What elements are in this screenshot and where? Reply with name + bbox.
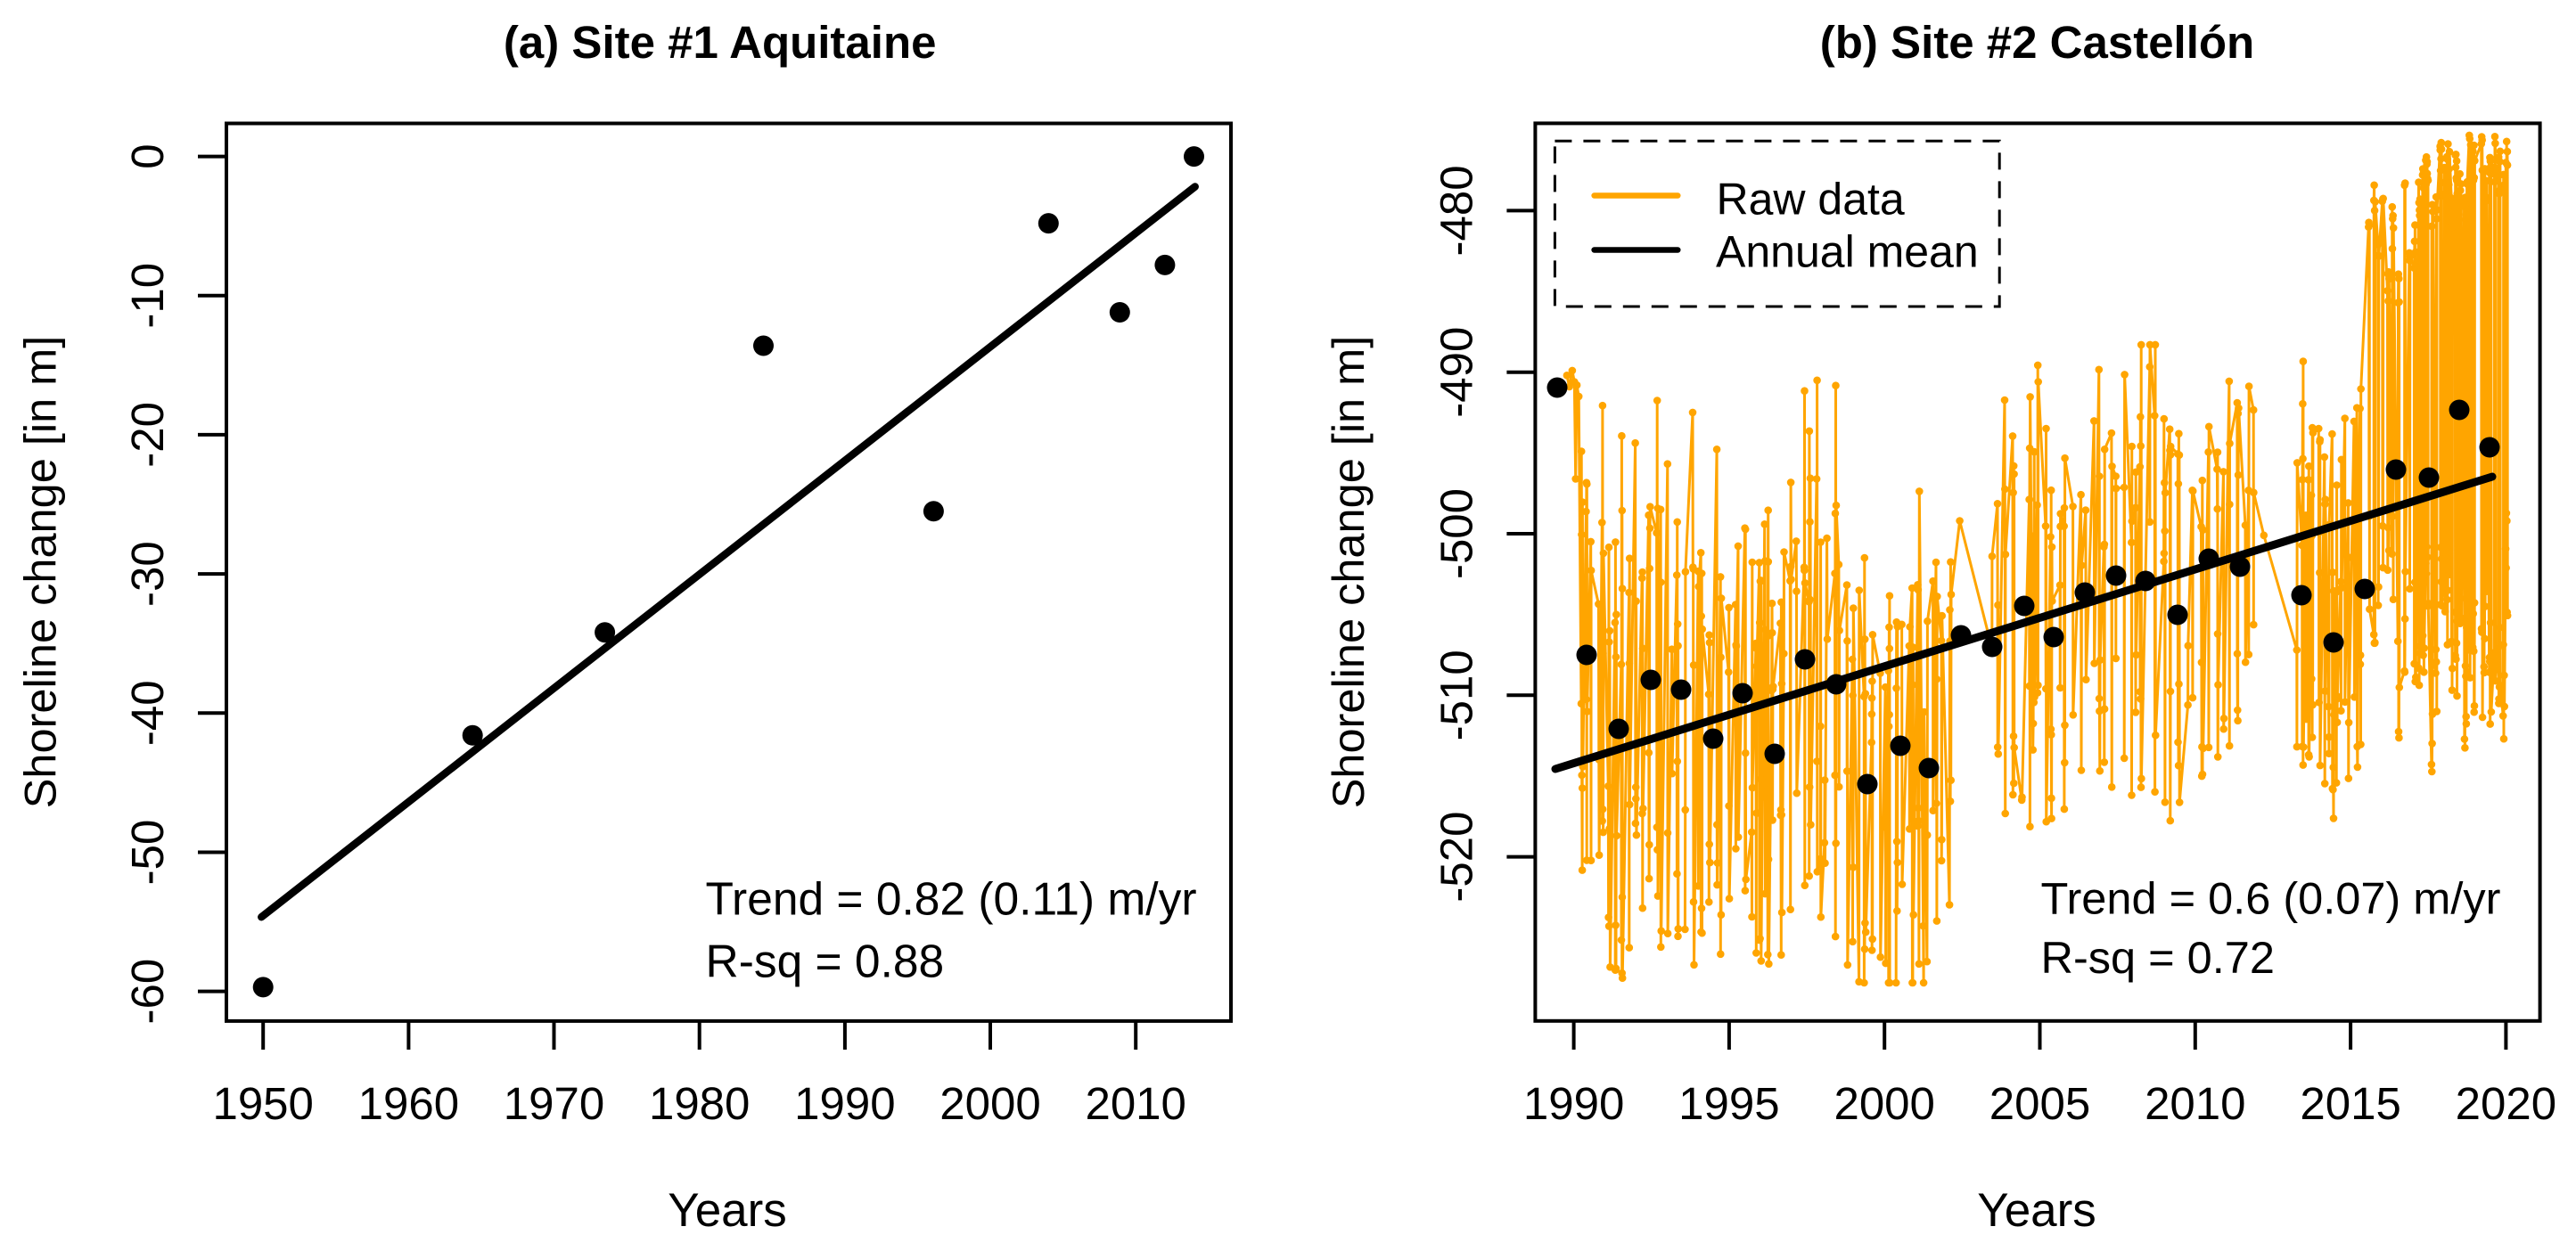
svg-text:1950: 1950 — [212, 1078, 313, 1129]
svg-text:-50: -50 — [122, 820, 173, 886]
svg-text:2000: 2000 — [1834, 1078, 1934, 1129]
svg-text:1990: 1990 — [794, 1078, 895, 1129]
svg-text:-490: -490 — [1431, 327, 1481, 418]
svg-text:(a) Site #1 Aquitaine: (a) Site #1 Aquitaine — [504, 17, 937, 68]
svg-text:R-sq = 0.88: R-sq = 0.88 — [706, 936, 945, 987]
svg-text:Shoreline change [in m]: Shoreline change [in m] — [1323, 336, 1374, 809]
svg-text:Years: Years — [1977, 1184, 2096, 1237]
svg-text:2000: 2000 — [939, 1078, 1040, 1129]
svg-text:-40: -40 — [122, 680, 173, 746]
svg-text:-500: -500 — [1431, 488, 1481, 579]
svg-text:-30: -30 — [122, 541, 173, 607]
svg-text:1960: 1960 — [358, 1078, 459, 1129]
svg-text:1970: 1970 — [504, 1078, 604, 1129]
svg-text:1990: 1990 — [1523, 1078, 1624, 1129]
svg-text:Shoreline change [in m]: Shoreline change [in m] — [15, 336, 66, 809]
svg-text:Raw data: Raw data — [1717, 175, 1905, 225]
svg-text:2005: 2005 — [1989, 1078, 2090, 1129]
svg-text:0: 0 — [122, 143, 173, 168]
svg-text:Trend = 0.82 (0.11) m/yr: Trend = 0.82 (0.11) m/yr — [706, 873, 1197, 925]
svg-text:1980: 1980 — [649, 1078, 750, 1129]
svg-text:Trend = 0.6 (0.07) m/yr: Trend = 0.6 (0.07) m/yr — [2041, 873, 2501, 924]
svg-text:2010: 2010 — [1085, 1078, 1185, 1129]
svg-text:2015: 2015 — [2300, 1078, 2400, 1129]
svg-text:1995: 1995 — [1678, 1078, 1779, 1129]
svg-text:2020: 2020 — [2456, 1078, 2556, 1129]
svg-text:-510: -510 — [1431, 650, 1481, 740]
svg-text:2010: 2010 — [2145, 1078, 2245, 1129]
svg-text:R-sq = 0.72: R-sq = 0.72 — [2041, 932, 2275, 983]
svg-text:-20: -20 — [122, 402, 173, 468]
svg-text:-520: -520 — [1431, 812, 1481, 903]
svg-text:(b) Site #2 Castellón: (b) Site #2 Castellón — [1820, 17, 2254, 68]
svg-text:-10: -10 — [122, 263, 173, 329]
svg-text:Annual mean: Annual mean — [1716, 227, 1979, 277]
svg-text:-480: -480 — [1431, 165, 1481, 256]
svg-text:Years: Years — [668, 1184, 787, 1237]
svg-text:-60: -60 — [122, 959, 173, 1025]
